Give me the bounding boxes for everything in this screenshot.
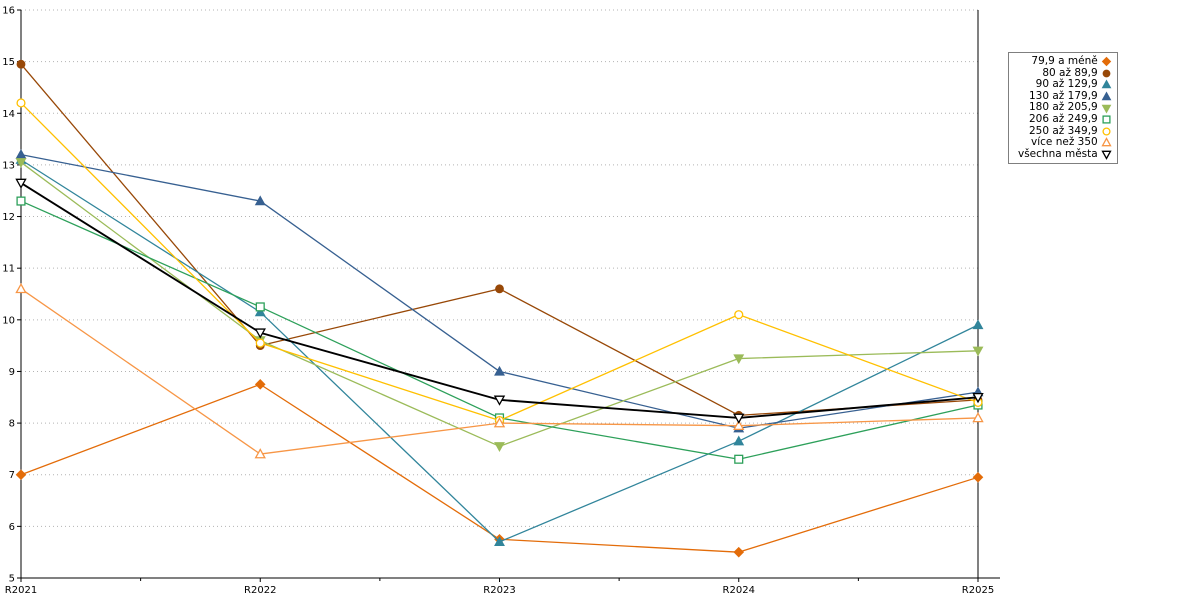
y-tick-label: 12	[2, 212, 15, 223]
legend-marker-icon	[1102, 115, 1111, 124]
data-point-marker	[254, 306, 266, 317]
legend-label: 90 až 129,9	[1035, 78, 1098, 91]
legend-marker-icon	[1101, 150, 1112, 160]
data-point-marker	[493, 417, 506, 428]
data-point-marker	[15, 148, 27, 159]
legend-label: 250 až 349,9	[1028, 124, 1098, 137]
data-point-marker	[495, 284, 504, 294]
legend-marker-icon	[1101, 57, 1111, 67]
legend-item: 90 až 129,9	[1018, 79, 1112, 91]
series-2	[16, 59, 983, 420]
series-8	[15, 282, 984, 459]
data-point-marker	[972, 411, 984, 423]
data-point-marker	[255, 338, 265, 348]
series-line	[20, 63, 979, 416]
legend-label: všechna města	[1018, 147, 1098, 160]
data-point-marker	[972, 319, 984, 330]
data-point-marker	[494, 536, 505, 547]
legend-label: 130 až 179,9	[1028, 89, 1098, 102]
data-point-marker	[255, 302, 265, 312]
legend-item: 206 až 249,9	[1018, 112, 1112, 126]
legend-item: 79,9 a méně	[1018, 55, 1112, 68]
legend-label: 180 až 205,9	[1028, 101, 1098, 114]
y-tick-label: 7	[9, 470, 15, 481]
data-point-marker	[254, 195, 266, 206]
data-point-marker	[1102, 127, 1111, 136]
y-tick-label: 8	[9, 419, 15, 430]
data-point-marker	[1101, 137, 1112, 147]
data-point-marker	[733, 435, 745, 446]
y-tick-label: 15	[2, 57, 15, 68]
data-point-marker	[15, 282, 27, 294]
data-point-marker	[1101, 91, 1112, 101]
data-point-marker	[733, 413, 745, 424]
data-point-marker	[733, 419, 745, 431]
data-point-marker	[15, 469, 27, 481]
data-point-marker	[734, 454, 744, 464]
data-point-marker	[972, 472, 984, 483]
y-tick-label: 9	[9, 367, 15, 378]
data-point-marker	[16, 59, 26, 69]
series-1	[15, 379, 984, 558]
legend-marker-icon	[1101, 79, 1112, 89]
data-point-marker	[16, 196, 26, 206]
legend-marker-icon	[1102, 127, 1111, 136]
chart-legend: 79,9 a méně 80 až 89,9 90 až 129,9 130 až 1…	[1008, 52, 1118, 165]
data-point-marker	[15, 178, 27, 189]
legend-item: 130 až 179,9	[1018, 89, 1112, 103]
x-tick-label: R2021	[5, 585, 37, 596]
series-line	[20, 159, 979, 543]
data-point-marker	[734, 310, 744, 320]
data-point-marker	[1102, 69, 1111, 78]
legend-marker-icon	[1101, 104, 1112, 114]
data-point-marker	[16, 98, 26, 108]
legend-label: 79,9 a méně	[1031, 55, 1098, 67]
x-tick-label: R2025	[962, 585, 994, 596]
legend-item: všechna města	[1018, 147, 1112, 161]
data-point-marker	[494, 365, 505, 376]
legend-marker-icon	[1101, 137, 1112, 147]
data-point-marker	[1101, 79, 1112, 89]
legend-label: 206 až 249,9	[1028, 112, 1098, 125]
y-tick-label: 5	[9, 574, 15, 585]
y-tick-label: 13	[2, 160, 15, 171]
data-point-marker	[1101, 150, 1112, 160]
data-point-marker	[494, 442, 505, 452]
data-point-marker	[1101, 104, 1112, 114]
legend-marker-icon	[1102, 69, 1111, 78]
legend-item: 180 až 205,9	[1018, 102, 1112, 114]
x-tick-label: R2023	[483, 585, 515, 596]
series-5	[15, 158, 984, 452]
data-point-marker	[1101, 57, 1111, 67]
data-point-marker	[733, 354, 745, 365]
x-tick-label: R2022	[244, 585, 276, 596]
y-tick-label: 11	[2, 264, 15, 275]
legend-label: více než 350	[1031, 136, 1098, 149]
y-tick-label: 14	[2, 109, 15, 120]
data-point-marker	[972, 346, 984, 357]
data-point-marker	[1102, 115, 1111, 124]
data-point-marker	[254, 448, 266, 459]
data-point-marker	[254, 328, 266, 339]
y-tick-label: 6	[9, 522, 15, 533]
legend-item: 80 až 89,9	[1018, 66, 1112, 80]
data-point-marker	[733, 546, 745, 558]
data-point-marker	[493, 395, 506, 406]
legend-item: 250 až 349,9	[1018, 124, 1112, 138]
legend-marker-icon	[1101, 91, 1112, 101]
y-tick-label: 16	[2, 6, 15, 17]
x-tick-label: R2024	[723, 585, 755, 596]
data-point-marker	[15, 158, 27, 168]
y-tick-label: 10	[2, 315, 15, 326]
data-point-marker	[254, 379, 266, 390]
legend-label: 80 až 89,9	[1042, 66, 1098, 79]
legend-item: více než 350	[1018, 137, 1112, 149]
series-9	[15, 178, 984, 424]
data-point-marker	[972, 392, 984, 404]
series-line	[20, 182, 979, 419]
